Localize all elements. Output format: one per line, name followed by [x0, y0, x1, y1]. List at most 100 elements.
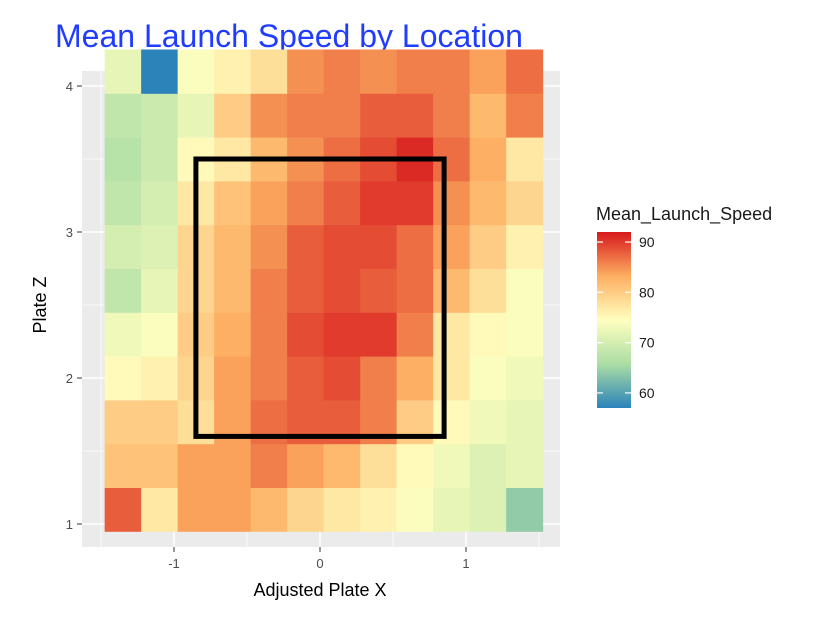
chart-title: Mean Launch Speed by Location — [55, 18, 523, 54]
strike-zone-box — [193, 156, 447, 439]
heatmap-cell — [433, 487, 471, 532]
heatmap-cell — [141, 93, 179, 138]
heatmap-cell — [469, 356, 507, 401]
heatmap-cell — [287, 268, 325, 313]
heatmap-cell — [250, 224, 288, 269]
heatmap-cell — [469, 137, 507, 182]
heatmap-cell — [360, 93, 398, 138]
heatmap-cell — [506, 399, 544, 445]
heatmap-cell — [469, 268, 507, 313]
heatmap-cell — [177, 443, 215, 488]
heatmap-cell — [104, 356, 142, 401]
heatmap-cell — [396, 268, 434, 313]
heatmap-cell — [214, 49, 252, 94]
legend-tick-label: 90 — [639, 234, 655, 250]
heatmap-cell — [506, 180, 544, 226]
heatmap-cell — [469, 49, 507, 94]
heatmap-cell — [433, 268, 471, 313]
heatmap-cell — [433, 312, 471, 357]
heatmap-cell — [177, 49, 215, 94]
heatmap-cell — [323, 487, 361, 532]
heatmap-cell — [250, 356, 288, 401]
heatmap-cells — [104, 49, 544, 532]
heatmap-cell — [287, 443, 325, 488]
y-tick-label: 1 — [66, 517, 73, 532]
x-tick-label: -1 — [168, 556, 180, 571]
y-tick-label: 3 — [66, 225, 73, 240]
color-legend: Mean_Launch_Speed 60 70 80 90 — [596, 204, 772, 408]
heatmap-cell — [141, 180, 179, 226]
heatmap-cell — [506, 443, 544, 488]
heatmap-cell — [250, 443, 288, 488]
heatmap-cell — [250, 93, 288, 138]
heatmap-cell — [287, 49, 325, 94]
heatmap-cell — [433, 180, 471, 226]
heatmap-cell — [469, 443, 507, 488]
heatmap-cell — [287, 180, 325, 226]
heatmap-cell — [177, 487, 215, 532]
heatmap-cell — [469, 312, 507, 357]
heatmap-cell — [250, 312, 288, 357]
heatmap-cell — [104, 487, 142, 532]
heatmap-cell — [141, 443, 179, 488]
heatmap-cell — [104, 312, 142, 357]
heatmap-cell — [250, 268, 288, 313]
heatmap-cell — [323, 49, 361, 94]
heatmap-cell — [396, 180, 434, 226]
heatmap-cell — [469, 487, 507, 532]
heatmap-cell — [433, 356, 471, 401]
heatmap-cell — [141, 137, 179, 182]
heatmap-cell — [323, 443, 361, 488]
heatmap-cell — [433, 93, 471, 138]
heatmap-cell — [214, 180, 252, 226]
heatmap-cell — [396, 312, 434, 357]
heatmap-cell — [250, 180, 288, 226]
heatmap-cell — [214, 93, 252, 138]
heatmap-cell — [396, 443, 434, 488]
legend-tick-label: 80 — [639, 284, 655, 300]
heatmap-cell — [141, 487, 179, 532]
heatmap-cell — [214, 443, 252, 488]
heatmap-cell — [433, 443, 471, 488]
heatmap-cell — [360, 312, 398, 357]
heatmap-cell — [396, 224, 434, 269]
heatmap-cell — [250, 49, 288, 94]
heatmap-cell — [396, 93, 434, 138]
heatmap-cell — [141, 268, 179, 313]
heatmap-cell — [104, 93, 142, 138]
heatmap-cell — [323, 180, 361, 226]
legend-ticks: 60 70 80 90 — [597, 234, 655, 401]
heatmap-cell — [323, 224, 361, 269]
heatmap-cell — [506, 93, 544, 138]
heatmap-cell — [177, 93, 215, 138]
heatmap-cell — [323, 356, 361, 401]
y-axis: 1 2 3 4 — [66, 79, 82, 532]
heatmap-cell — [360, 268, 398, 313]
heatmap-cell — [323, 268, 361, 313]
heatmap-cell — [360, 487, 398, 532]
heatmap-cell — [360, 443, 398, 488]
heatmap-cell — [506, 49, 544, 94]
heatmap-cell — [104, 268, 142, 313]
heatmap-cell — [433, 49, 471, 94]
legend-colorbar — [597, 232, 631, 408]
heatmap-cell — [104, 399, 142, 445]
heatmap-cell — [287, 224, 325, 269]
heatmap-cell — [141, 312, 179, 357]
heatmap-cell — [506, 224, 544, 269]
heatmap-cell — [469, 224, 507, 269]
heatmap-cell — [323, 312, 361, 357]
heatmap-cell — [141, 356, 179, 401]
heatmap-cell — [287, 93, 325, 138]
heatmap-cell — [141, 224, 179, 269]
heatmap-cell — [104, 137, 142, 182]
heatmap-cell — [214, 268, 252, 313]
heatmap-cell — [214, 312, 252, 357]
x-tick-label: 1 — [462, 556, 469, 571]
heatmap-cell — [214, 224, 252, 269]
heatmap-cell — [360, 356, 398, 401]
heatmap-cell — [506, 137, 544, 182]
heatmap-cell — [141, 399, 179, 445]
x-tick-label: 0 — [316, 556, 323, 571]
